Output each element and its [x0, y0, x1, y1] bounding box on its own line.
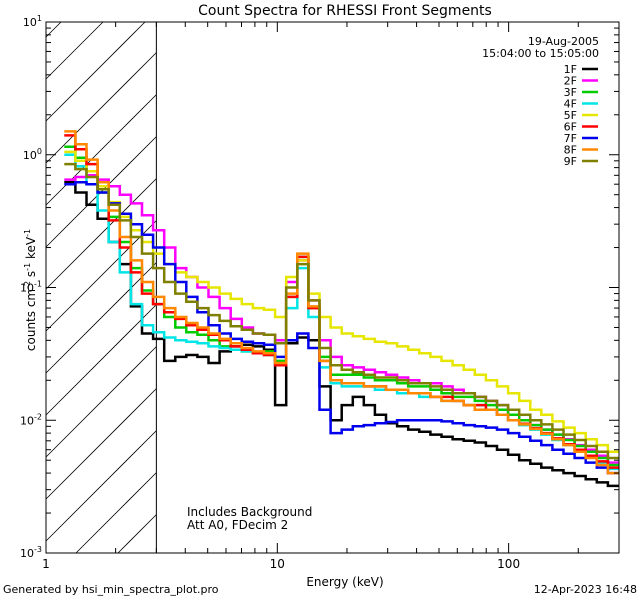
y-tick-label: 10-1 — [20, 280, 42, 295]
footer-timestamp: 12-Apr-2023 16:48 — [533, 583, 637, 596]
hatch-line — [45, 21, 146, 122]
y-tick-label: 100 — [23, 147, 42, 162]
observation-time-range: 15:04:00 to 15:05:00 — [482, 47, 599, 60]
hatch-line — [45, 304, 157, 416]
legend-label-6f: 6F — [564, 121, 577, 134]
x-axis-label: Energy (keV) — [306, 575, 383, 589]
x-tick-label: 1 — [42, 557, 50, 571]
hatch-line — [45, 21, 104, 80]
x-tick-label: 10 — [270, 557, 285, 571]
hatch-line — [45, 346, 157, 458]
hatch-line — [45, 178, 157, 290]
hatch-line — [45, 262, 157, 374]
hatch-line — [45, 94, 157, 206]
series-line-7f — [64, 181, 619, 475]
legend-label-3f: 3F — [564, 86, 577, 99]
hatch-line — [45, 52, 157, 164]
chart-title: Count Spectra for RHESSI Front Segments — [198, 3, 492, 19]
y-tick-label: 101 — [23, 14, 42, 29]
annotation-background: Includes Background — [187, 505, 312, 519]
hatch-line — [45, 430, 157, 542]
series-line-8f — [64, 130, 619, 475]
y-axis-label: counts cm-2 s-1 keV-1 — [23, 229, 38, 351]
x-tick-label: 100 — [497, 557, 520, 571]
observation-date: 19-Aug-2005 — [528, 35, 599, 48]
hatch-line — [45, 388, 157, 500]
legend-label-7f: 7F — [564, 132, 577, 145]
legend-label-8f: 8F — [564, 144, 577, 157]
axis-ticks — [45, 21, 620, 554]
legend-label-9f: 9F — [564, 155, 577, 168]
footer-generated-by: Generated by hsi_min_spectra_plot.pro — [3, 583, 219, 596]
legend-label-4f: 4F — [564, 98, 577, 111]
excluded-energy-hatch — [45, 21, 157, 554]
y-tick-labels: 10-3 10-2 10-1 100 101 — [20, 14, 42, 560]
legend-label-5f: 5F — [564, 109, 577, 122]
hatch-line — [75, 472, 157, 554]
series-line-4f — [64, 153, 619, 471]
x-tick-labels: 1 10 100 — [42, 557, 520, 571]
hatch-line — [45, 220, 157, 332]
legend-label-2f: 2F — [564, 75, 577, 88]
annotation-attenuator: Att A0, FDecim 2 — [187, 518, 288, 532]
series-line-1f — [64, 181, 619, 488]
legend-label-1f: 1F — [564, 63, 577, 76]
series-line-9f — [64, 162, 619, 460]
series-lines — [64, 130, 619, 488]
y-tick-label: 10-3 — [20, 545, 42, 560]
series-line-5f — [64, 150, 619, 453]
y-tick-label: 10-2 — [20, 412, 42, 427]
hatch-line — [117, 514, 157, 554]
